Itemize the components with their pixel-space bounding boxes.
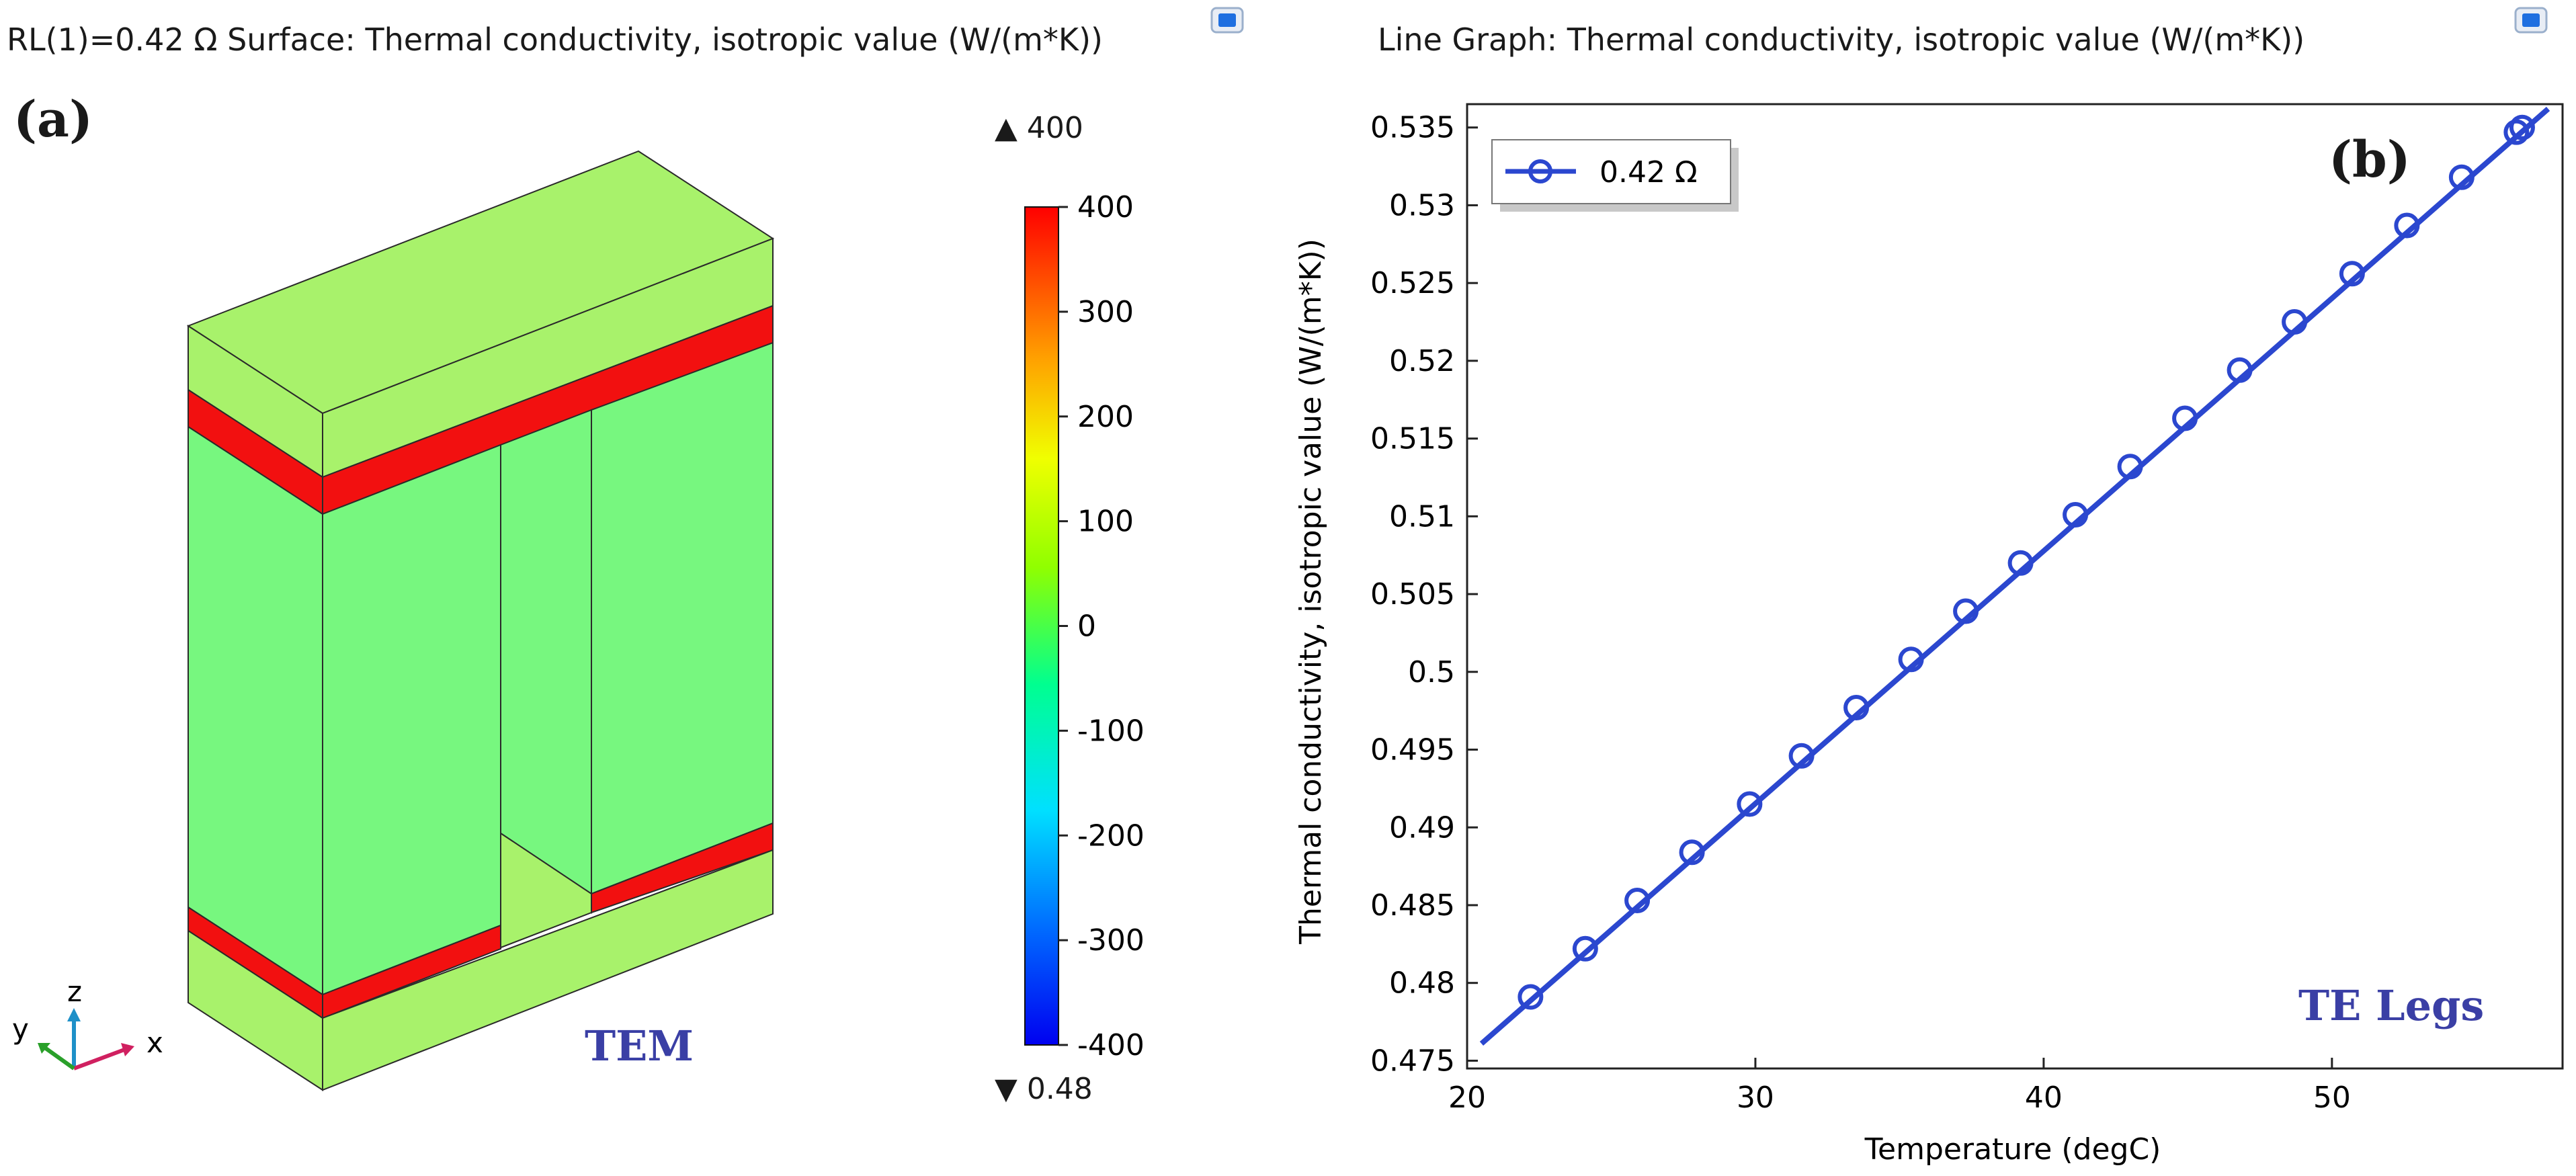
y-tick-label: 0.51 — [1389, 499, 1455, 534]
x-tick-label: 20 — [1448, 1081, 1486, 1115]
y-tick-label: 0.49 — [1389, 810, 1455, 845]
colorbar-tick-label: -200 — [1077, 818, 1145, 853]
y-tick-label: 0.495 — [1370, 733, 1455, 767]
series-points — [1518, 114, 2535, 1010]
y-tick-label: 0.505 — [1370, 577, 1455, 612]
data-point — [2282, 309, 2308, 335]
y-axis-label: Thermal conductivity, isotropic value (W… — [1294, 239, 1328, 945]
x-axis-ticks: 20 30 40 50 — [1448, 1058, 2351, 1115]
colorbar-tick-label: 100 — [1077, 505, 1134, 539]
colorbar — [1024, 206, 1059, 1046]
x-tick-label: 50 — [2313, 1081, 2351, 1115]
series-line — [1479, 106, 2550, 1046]
right-window-icon[interactable] — [2513, 5, 2550, 36]
colorbar-min-marker: ▼ 0.48 — [995, 1072, 1093, 1106]
left-window-icon[interactable] — [1210, 5, 1246, 36]
data-point — [1624, 888, 1651, 914]
data-point — [1679, 839, 1705, 866]
axis-label-y: y — [12, 1013, 29, 1046]
colorbar-tick-label: -300 — [1077, 923, 1145, 958]
coordinate-axes-triad — [38, 1008, 134, 1070]
bottom-electrode-left-side — [322, 924, 501, 1019]
y-axis-ticks: 0.475 0.48 0.485 0.49 0.495 0.5 0.505 0.51 0.515… — [1370, 111, 1478, 1078]
y-tick-label: 0.52 — [1389, 344, 1455, 378]
colorbar-tick-label: -100 — [1077, 714, 1145, 748]
data-point — [2503, 119, 2530, 145]
data-point — [2007, 550, 2034, 576]
panel-label-b: (b) — [2329, 131, 2411, 189]
y-tick-label: 0.475 — [1370, 1044, 1455, 1078]
legend-marker — [1528, 159, 1552, 183]
data-point — [2339, 261, 2365, 287]
axis-label-x: x — [147, 1026, 163, 1059]
data-point — [1737, 791, 1763, 817]
data-point — [2117, 454, 2143, 480]
data-point — [1788, 743, 1815, 769]
colorbar-tick-label: 300 — [1077, 295, 1134, 329]
data-point — [1898, 646, 1924, 673]
panel-label-a: (a) — [13, 91, 93, 149]
y-tick-label: 0.525 — [1370, 266, 1455, 300]
x-tick-label: 30 — [1737, 1081, 1774, 1115]
colorbar-max-marker: ▲ 400 — [995, 111, 1083, 145]
model-label-te-legs: TE Legs — [2298, 981, 2485, 1030]
x-axis-label: Temperature (degC) — [1864, 1132, 2161, 1167]
data-point — [2448, 164, 2475, 190]
y-tick-label: 0.53 — [1389, 188, 1455, 222]
y-tick-label: 0.485 — [1370, 888, 1455, 923]
data-point — [1518, 984, 1544, 1010]
y-tick-label: 0.515 — [1370, 422, 1455, 456]
legend-label: 0.42 Ω — [1599, 155, 1698, 190]
data-point — [1953, 598, 1979, 624]
left-panel-title: RL(1)=0.42 Ω Surface: Thermal conductivi… — [7, 22, 1103, 58]
series-line-segment — [1479, 106, 2550, 1046]
x-tick-label: 40 — [2025, 1081, 2063, 1115]
y-tick-label: 0.535 — [1370, 111, 1455, 145]
colorbar-ticks: 400 300 200 100 0 -100 -200 -300 -400 — [1058, 190, 1145, 1062]
y-tick-label: 0.5 — [1408, 655, 1455, 689]
data-point — [2063, 502, 2089, 528]
data-point — [2509, 114, 2535, 140]
bottom-ceramic-side — [322, 849, 774, 1091]
data-point — [1843, 695, 1870, 721]
thermoelectric-module-3d: z x y 400 300 200 100 0 -100 -200 -300 -400 — [12, 150, 1145, 1091]
data-point — [1572, 935, 1598, 962]
data-point — [2227, 357, 2253, 383]
data-point — [2172, 405, 2198, 431]
colorbar-tick-label: 0 — [1077, 610, 1096, 644]
axis-label-z: z — [67, 975, 82, 1008]
right-panel-title: Line Graph: Thermal conductivity, isotro… — [1378, 22, 2305, 58]
y-tick-label: 0.48 — [1389, 966, 1455, 1001]
colorbar-tick-label: -400 — [1077, 1028, 1145, 1062]
model-label-tem: TEM — [585, 1021, 694, 1070]
colorbar-tick-label: 200 — [1077, 400, 1134, 434]
colorbar-tick-label: 400 — [1077, 190, 1134, 224]
plot-area — [1466, 103, 2564, 1070]
data-point — [2394, 212, 2420, 239]
